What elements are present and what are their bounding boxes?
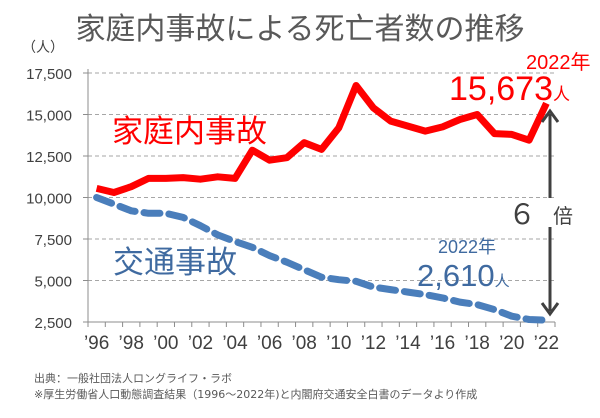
chart-title: 家庭内事故による死亡者数の推移 [75,12,525,47]
x-tick-label: ’18 [464,333,489,354]
source-line-1: 出典：一般社団法人ロングライフ・ラボ [34,372,232,385]
x-tick-label: ’02 [188,333,213,354]
series-label-home: 家庭内事故 [112,114,267,150]
series-lines [93,82,550,324]
traffic-value-label: 2,610人 [417,258,510,293]
y-tick-label: 10,000 [26,191,72,208]
x-tick-label: ’14 [395,333,421,354]
gridlines [88,72,555,281]
x-tick-label: ’98 [119,333,144,354]
y-tick-label: 12,500 [26,149,72,166]
y-tick-labels: 2,500 5,000 7,500 10,000 12,500 15,000 17,500 [26,66,72,332]
x-tick-label: ’06 [257,333,282,354]
x-tick-label: ’12 [361,333,386,354]
ratio-arrow [540,108,560,317]
series-line-traffic-accidents [93,194,550,324]
y-tick-label: 7,500 [34,232,72,249]
source-line-2: ※厚生労働省人口動態調査結果（1996～2022年)と内閣府交通安全白書のデータ… [34,388,478,401]
series-label-traffic: 交通事故 [113,245,237,281]
x-tick-label: ’22 [534,333,559,354]
arrow-up-head-icon [540,108,560,123]
traffic-year-label: 2022年 [438,237,496,257]
home-year-label: 2022年 [526,51,591,74]
y-tick-label: 17,500 [26,66,72,83]
x-tick-label: ’16 [430,333,455,354]
series-line-home-accidents [95,82,550,196]
x-tick-label: ’20 [499,333,524,354]
ratio-number: ６ [508,198,536,231]
y-tick-label: 15,000 [26,108,72,125]
x-tick-label: ’96 [84,333,109,354]
arrow-down-head-icon [540,302,560,317]
home-value-label: 15,673人 [449,70,570,108]
ratio-unit: 倍 [553,204,573,228]
x-tick-label: ’00 [153,333,178,354]
y-axis-unit-label: （人） [22,40,64,56]
x-tick-label: ’10 [326,333,351,354]
y-tick-label: 5,000 [34,274,72,291]
y-tick-label: 2,500 [34,315,72,332]
x-tick-label: ’08 [292,333,317,354]
x-tick-label: ’04 [222,333,248,354]
axes [83,69,556,327]
x-tick-labels: ’96 ’98 ’00 ’02 ’04 ’06 ’08 ’10 ’12 ’14 ’16 ’18 ’20 ’… [84,333,559,354]
